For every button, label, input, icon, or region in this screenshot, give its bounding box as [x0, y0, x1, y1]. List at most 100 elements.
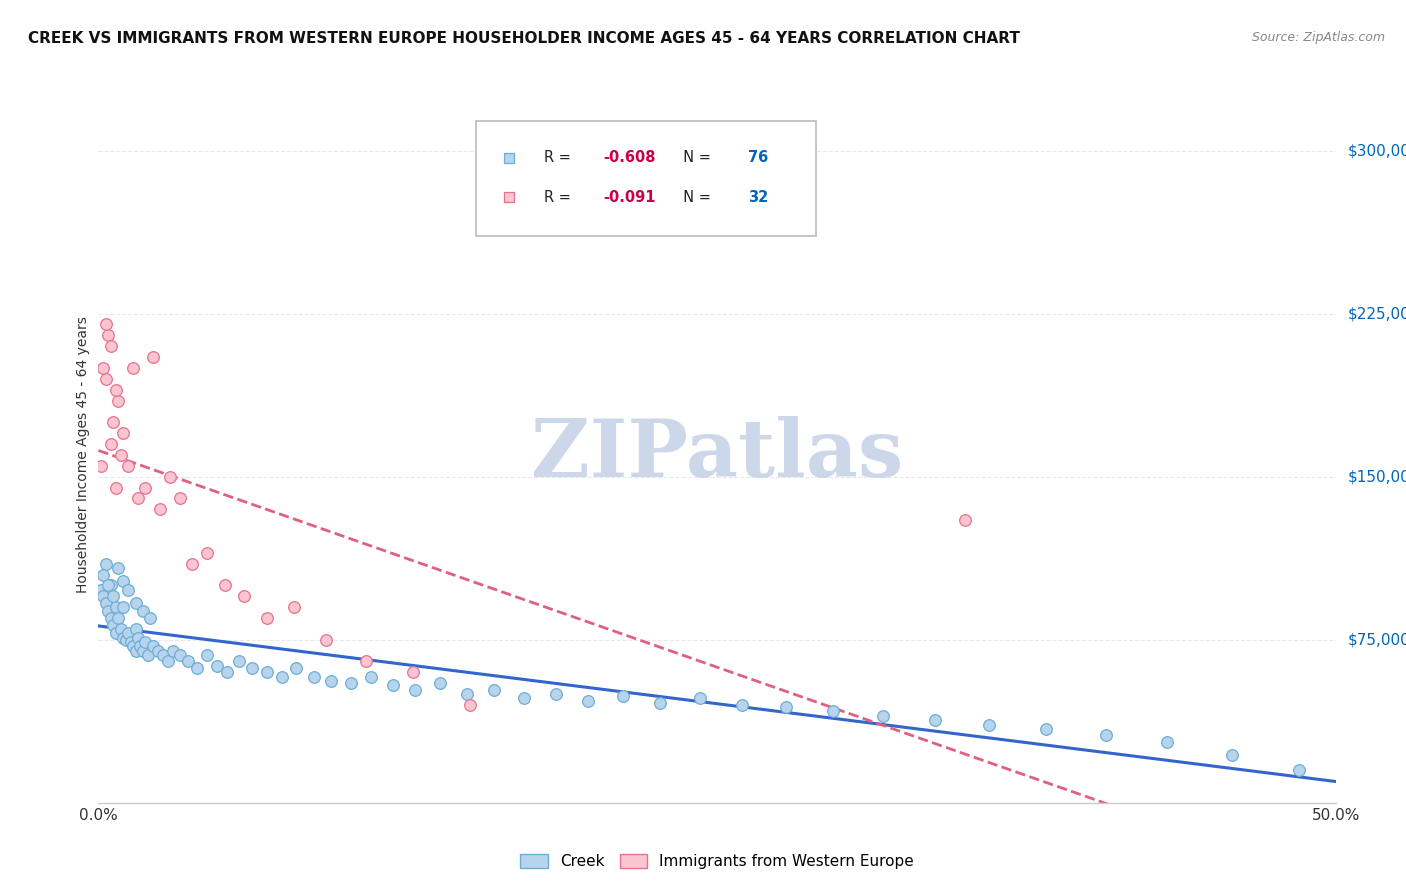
Point — [122, 639, 145, 653]
Point — [195, 648, 218, 662]
Point — [110, 622, 132, 636]
Point — [93, 567, 115, 582]
Point — [233, 589, 256, 603]
Point — [404, 682, 426, 697]
Point — [97, 328, 120, 343]
Point — [94, 318, 117, 332]
Point — [270, 670, 292, 684]
Point — [100, 611, 122, 625]
Point — [429, 676, 451, 690]
Point — [97, 605, 120, 619]
Point — [93, 589, 115, 603]
Point — [97, 578, 120, 592]
Point — [104, 626, 127, 640]
Point — [315, 632, 337, 647]
Text: $225,000: $225,000 — [1348, 306, 1406, 321]
Point — [169, 491, 191, 506]
Point — [107, 561, 129, 575]
Point — [319, 674, 342, 689]
Point — [104, 383, 127, 397]
Point — [110, 448, 132, 462]
Text: $300,000: $300,000 — [1348, 143, 1406, 158]
Y-axis label: Householder Income Ages 45 - 64 years: Householder Income Ages 45 - 64 years — [76, 317, 90, 593]
Point — [1220, 747, 1243, 762]
Text: -0.091: -0.091 — [603, 190, 655, 205]
Text: N =: N = — [673, 151, 716, 165]
Text: $150,000: $150,000 — [1348, 469, 1406, 484]
Point — [256, 611, 278, 625]
Point — [152, 648, 174, 662]
Point — [1035, 722, 1057, 736]
Point — [775, 700, 797, 714]
Point — [94, 372, 117, 386]
Point — [546, 687, 568, 701]
Point — [132, 643, 155, 657]
Point — [731, 698, 754, 712]
Text: ZIPatlas: ZIPatlas — [531, 416, 903, 494]
Point — [114, 632, 136, 647]
Point — [103, 589, 125, 603]
Point — [112, 574, 135, 588]
Point — [360, 670, 382, 684]
Legend: Creek, Immigrants from Western Europe: Creek, Immigrants from Western Europe — [515, 848, 920, 875]
Text: N =: N = — [673, 190, 716, 205]
Point — [149, 502, 172, 516]
Point — [169, 648, 191, 662]
Point — [90, 458, 112, 473]
Point — [381, 678, 404, 692]
Point — [107, 393, 129, 408]
Point — [240, 661, 263, 675]
Point — [100, 578, 122, 592]
Point — [100, 339, 122, 353]
Point — [340, 676, 363, 690]
Point — [117, 458, 139, 473]
Point — [953, 513, 976, 527]
Point — [120, 635, 142, 649]
Point — [924, 713, 946, 727]
Text: Source: ZipAtlas.com: Source: ZipAtlas.com — [1251, 31, 1385, 45]
Point — [129, 639, 152, 653]
Point — [103, 415, 125, 429]
Point — [112, 426, 135, 441]
Point — [100, 437, 122, 451]
Point — [823, 705, 845, 719]
Point — [112, 631, 135, 645]
Point — [176, 655, 198, 669]
Point — [134, 635, 156, 649]
Point — [354, 655, 377, 669]
Point — [127, 491, 149, 506]
Point — [124, 622, 146, 636]
Text: $75,000: $75,000 — [1348, 632, 1406, 648]
Point — [104, 481, 127, 495]
Point — [228, 655, 250, 669]
Point — [302, 670, 325, 684]
Point — [205, 658, 228, 673]
Point — [256, 665, 278, 680]
Point — [181, 557, 204, 571]
Point — [94, 557, 117, 571]
Point — [908, 796, 931, 810]
Point — [1094, 728, 1116, 742]
Point — [612, 690, 634, 704]
Point — [146, 643, 169, 657]
Point — [402, 665, 425, 680]
Point — [484, 682, 506, 697]
Point — [127, 631, 149, 645]
Point — [214, 578, 236, 592]
Point — [162, 643, 184, 657]
Point — [186, 661, 208, 675]
Point — [142, 350, 165, 364]
Point — [576, 693, 599, 707]
Point — [124, 596, 146, 610]
Point — [283, 600, 305, 615]
Point — [132, 605, 155, 619]
Point — [117, 582, 139, 597]
Point — [513, 691, 536, 706]
Point — [908, 796, 931, 810]
Point — [124, 643, 146, 657]
Text: R =: R = — [544, 190, 575, 205]
Text: R =: R = — [544, 151, 575, 165]
Point — [979, 717, 1001, 731]
Point — [90, 582, 112, 597]
Point — [94, 596, 117, 610]
